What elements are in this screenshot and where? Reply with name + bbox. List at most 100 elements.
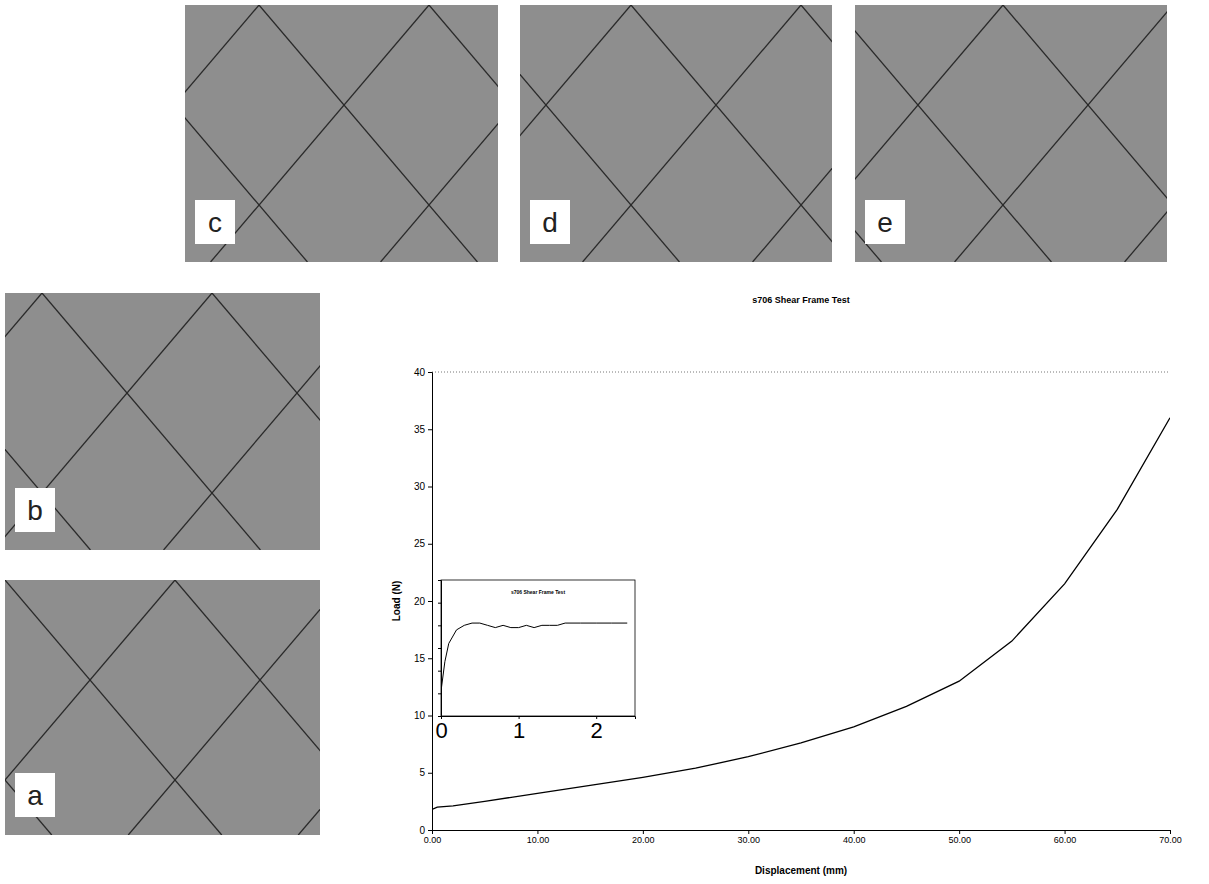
y-tick: 5 — [419, 767, 432, 778]
photo-label-box — [15, 773, 55, 817]
y-tick-mark — [428, 487, 432, 488]
x-tick-mark — [1170, 830, 1171, 834]
x-tick: 50.00 — [948, 830, 971, 845]
x-tick-label: 60.00 — [1054, 835, 1077, 845]
grid-thread — [1125, 5, 1167, 262]
plot-top-border — [432, 372, 1170, 373]
chart-title: s706 Shear Frame Test — [752, 295, 849, 305]
photo-label: a — [27, 780, 43, 811]
inset-background — [437, 576, 639, 752]
grid-thread — [955, 5, 1167, 262]
x-tick-mark — [748, 830, 749, 834]
y-tick — [438, 603, 441, 604]
chart: 0.0010.0020.0030.0040.0050.0060.0070.000… — [391, 295, 1182, 876]
y-tick — [438, 716, 441, 717]
x-tick: 0.00 — [424, 830, 442, 845]
grid-thread — [212, 293, 320, 550]
x-tick: 70.00 — [1159, 830, 1182, 845]
x-tick-mark — [959, 830, 960, 834]
y-axis — [438, 581, 442, 717]
grid-thread — [185, 5, 259, 262]
grid-thread — [128, 580, 320, 835]
photo-label-box — [15, 488, 55, 532]
y-tick: 25 — [414, 538, 432, 549]
photo-label-box — [865, 200, 905, 244]
chart: 0 1 2 s706 Shear Frame Test — [435, 576, 639, 752]
photo-label: e — [877, 207, 893, 238]
plot-area — [432, 418, 1170, 810]
grid-thread — [185, 5, 307, 262]
x-tick-label: 1 — [513, 718, 525, 743]
grid-thread — [381, 5, 498, 262]
y-tick-mark — [428, 544, 432, 545]
y-tick-label: 20 — [414, 596, 426, 607]
x-tick-mark — [537, 830, 538, 834]
y-tick-mark — [438, 603, 441, 604]
grid-thread — [211, 5, 429, 262]
photo: e — [105, 5, 1209, 262]
y-tick-mark — [428, 773, 432, 774]
y-tick: 20 — [414, 596, 432, 607]
plot-frame — [441, 580, 635, 716]
x-tick: 2 — [591, 716, 603, 743]
data-line — [432, 418, 1170, 810]
x-tick: 10.00 — [527, 830, 550, 845]
grid-thread — [429, 5, 498, 262]
x-tick-label: 40.00 — [843, 835, 866, 845]
y-tick-mark — [428, 716, 432, 717]
grid-thread — [259, 5, 477, 262]
y-axis-line — [438, 581, 442, 717]
y-tick-label: 25 — [414, 538, 426, 549]
grid-thread — [520, 5, 679, 262]
y-axis-line — [428, 373, 433, 831]
x-tick-label: 2 — [591, 718, 603, 743]
y-tick-label: 15 — [414, 653, 426, 664]
photo: b — [0, 293, 1209, 550]
x-axis: 0.0010.0020.0030.0040.0050.0060.0070.00 — [424, 830, 1182, 845]
y-tick-label: 5 — [419, 767, 425, 778]
y-tick-mark — [438, 625, 441, 626]
y-tick-mark — [428, 830, 432, 831]
y-tick: 0 — [419, 825, 432, 836]
x-tick-label: 0 — [435, 718, 447, 743]
grid-thread — [5, 580, 222, 835]
y-tick-label: 30 — [414, 481, 426, 492]
x-tick: 40.00 — [843, 830, 866, 845]
photo-background — [855, 5, 1167, 262]
photo-background — [5, 580, 320, 835]
y-tick — [438, 671, 441, 672]
x-tick-mark — [643, 830, 644, 834]
x-tick-mark — [854, 830, 855, 834]
chart-title: s706 Shear Frame Test — [511, 589, 565, 595]
y-axis: 0510152025303540 — [414, 367, 433, 836]
grid-thread — [1003, 5, 1167, 262]
y-tick: 35 — [414, 424, 432, 435]
figure: abcde0.0010.0020.0030.0040.0050.0060.007… — [0, 0, 1209, 884]
photo-label-box — [195, 200, 235, 244]
y-tick — [438, 648, 441, 649]
photo: c — [0, 5, 1209, 262]
x-axis: 0 1 2 — [435, 716, 635, 743]
photo-label: c — [208, 207, 222, 238]
grid-thread — [5, 293, 90, 550]
x-axis-line — [433, 831, 1171, 835]
y-tick-label: 35 — [414, 424, 426, 435]
y-tick — [438, 693, 441, 694]
x-tick: 60.00 — [1054, 830, 1077, 845]
y-tick-mark — [438, 693, 441, 694]
y-tick-mark — [438, 648, 441, 649]
data-line — [441, 623, 627, 691]
x-tick-label: 0.00 — [424, 835, 442, 845]
y-tick-label: 0 — [419, 825, 425, 836]
y-tick-mark — [438, 580, 441, 581]
x-tick: 30.00 — [738, 830, 761, 845]
photo-label-box — [530, 200, 570, 244]
y-tick-mark — [428, 372, 432, 373]
grid-thread — [42, 293, 260, 550]
grid-thread — [5, 580, 175, 835]
grid-thread — [631, 5, 832, 262]
x-tick: 1 — [513, 716, 525, 743]
x-tick: 0 — [435, 716, 447, 743]
x-axis-title: Displacement (mm) — [755, 865, 847, 876]
x-tick-label: 30.00 — [738, 835, 761, 845]
